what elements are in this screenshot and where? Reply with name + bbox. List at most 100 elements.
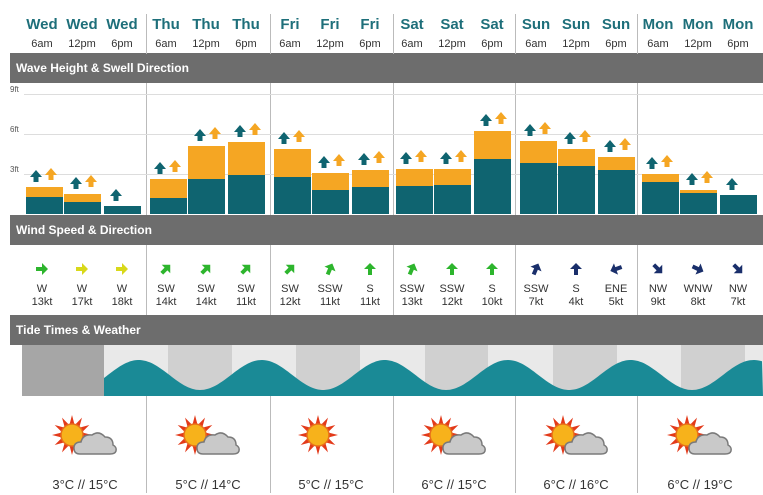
wave-direction-arrow-icon: [440, 151, 452, 164]
column-time-label: 6pm: [727, 38, 749, 50]
swell-direction-arrow-icon: [701, 171, 713, 183]
wind-direction-label: ENE: [604, 283, 628, 295]
day-divider: [637, 245, 638, 315]
wind-speed-label: 12kt: [279, 296, 301, 308]
day-divider: [270, 14, 271, 54]
day-divider: [393, 345, 394, 493]
swell-direction-arrow-icon: [495, 112, 507, 125]
column-time-label: 6am: [31, 38, 53, 50]
swell-direction-arrow-icon: [169, 160, 181, 173]
column-time-label: 6am: [647, 38, 669, 50]
temperature-range: 3°C // 15°C: [52, 477, 118, 492]
wind-direction-label: NW: [648, 283, 668, 295]
day-divider: [515, 83, 516, 215]
column-day-label: Thu: [232, 16, 260, 33]
wind-speed-label: 14kt: [195, 296, 217, 308]
swell-direction-arrow-icon: [333, 153, 345, 166]
tide-section-header: Tide Times & Weather: [10, 315, 763, 345]
wind-speed-label: 8kt: [690, 296, 706, 308]
wind-direction-label: NW: [728, 283, 748, 295]
column-time-label: 6pm: [235, 38, 257, 50]
tide-chart: [22, 345, 763, 396]
day-divider: [637, 14, 638, 54]
wave-height-bar: [351, 187, 389, 214]
wind-direction-label: SSW: [399, 283, 425, 295]
column-day-label: Wed: [66, 16, 98, 33]
wave-direction-arrow-icon: [726, 178, 738, 191]
wave-gridline: [24, 94, 763, 95]
wind-arrow-icon: [36, 263, 48, 275]
wind-speed-label: 9kt: [650, 296, 666, 308]
column-day-label: Mon: [642, 16, 674, 33]
column-day-label: Thu: [192, 16, 220, 33]
wind-direction-label: SSW: [523, 283, 549, 295]
day-divider: [393, 245, 394, 315]
column-day-label: Sun: [521, 16, 551, 33]
day-divider: [637, 345, 638, 493]
wind-direction-label: SSW: [317, 283, 343, 295]
swell-direction-arrow-icon: [293, 129, 305, 142]
wind-direction-label: S: [488, 283, 496, 295]
column-time-label: 6pm: [605, 38, 627, 50]
day-divider: [270, 345, 271, 493]
wave-height-bar: [557, 166, 595, 214]
column-time-label: 6pm: [111, 38, 133, 50]
wind-speed-label: 7kt: [528, 296, 544, 308]
wind-speed-label: 13kt: [401, 296, 423, 308]
day-divider: [637, 83, 638, 215]
wave-height-bar: [187, 179, 225, 214]
column-day-label: Sat: [400, 16, 424, 33]
wind-speed-label: 7kt: [730, 296, 746, 308]
wave-direction-arrow-icon: [194, 129, 206, 141]
wind-direction-label: S: [572, 283, 580, 295]
temperature-range: 5°C // 15°C: [298, 477, 364, 492]
sun-cloud-icon: [667, 415, 732, 455]
wind-direction-label: SSW: [439, 283, 465, 295]
day-divider: [515, 345, 516, 493]
wind-direction-label: SW: [237, 283, 255, 295]
column-time-label: 6am: [279, 38, 301, 50]
wind-direction-label: WNW: [683, 283, 713, 295]
wind-direction-label: W: [36, 283, 48, 295]
sun-icon: [298, 415, 338, 455]
wind-section-header: Wind Speed & Direction: [10, 215, 763, 245]
column-time-label: 6am: [155, 38, 177, 50]
wave-direction-arrow-icon: [318, 155, 330, 168]
wind-direction-label: SW: [197, 283, 215, 295]
wind-arrow-icon: [284, 264, 295, 275]
wave-height-bar: [473, 159, 511, 214]
wave-height-bar: [597, 170, 635, 214]
column-day-label: Sat: [480, 16, 504, 33]
wave-direction-arrow-icon: [564, 131, 576, 144]
sun-cloud-icon: [175, 415, 240, 455]
column-time-label: 12pm: [192, 38, 220, 50]
temperature-range: 6°C // 15°C: [421, 477, 487, 492]
wave-height-bar: [149, 198, 187, 214]
column-time-label: 12pm: [562, 38, 590, 50]
column-time-label: 6pm: [359, 38, 381, 50]
wave-direction-arrow-icon: [154, 162, 166, 175]
temperature-range: 5°C // 14°C: [175, 477, 241, 492]
wave-height-bar: [433, 184, 471, 214]
wind-arrow-icon: [732, 263, 743, 274]
wave-direction-arrow-icon: [400, 151, 412, 164]
wind-speed-label: 14kt: [155, 296, 177, 308]
day-divider: [146, 83, 147, 215]
temperature-range: 6°C // 16°C: [543, 477, 609, 492]
column-day-label: Thu: [152, 16, 180, 33]
swell-direction-arrow-icon: [661, 155, 673, 167]
wind-direction-label: W: [116, 283, 128, 295]
column-time-label: 6am: [525, 38, 547, 50]
swell-direction-arrow-icon: [619, 137, 631, 150]
wind-speed-label: 18kt: [111, 296, 133, 308]
wind-arrow-icon: [610, 263, 623, 275]
wind-speed-label: 17kt: [71, 296, 93, 308]
swell-direction-arrow-icon: [415, 149, 427, 162]
swell-direction-arrow-icon: [45, 168, 57, 181]
wind-speed-label: 11kt: [320, 296, 340, 308]
wind-direction-label: W: [76, 283, 88, 295]
wind-arrow-icon: [530, 263, 542, 276]
swell-direction-arrow-icon: [579, 129, 591, 142]
day-divider: [146, 14, 147, 54]
wind-arrow-icon: [570, 263, 582, 275]
